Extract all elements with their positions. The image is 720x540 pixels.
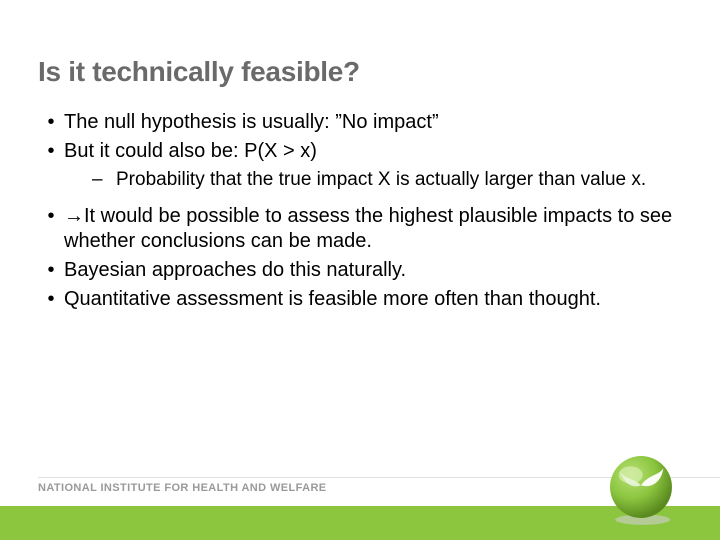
bullet-marker: •: [38, 258, 64, 283]
bullet-text: Bayesian approaches do this naturally.: [64, 258, 688, 283]
bullet-item: • But it could also be: P(X > x): [38, 139, 688, 164]
globe-icon: [598, 444, 684, 530]
slide: Is it technically feasible? • The null h…: [0, 0, 720, 540]
bullet-marker: •: [38, 110, 64, 135]
sub-bullet-marker: –: [92, 168, 116, 192]
footer-org-name: NATIONAL INSTITUTE FOR HEALTH AND WELFAR…: [38, 482, 327, 494]
bullet-text-inner: It would be possible to assess the highe…: [64, 205, 672, 252]
bullet-text: The null hypothesis is usually: ”No impa…: [64, 110, 688, 135]
slide-body: • The null hypothesis is usually: ”No im…: [38, 110, 688, 316]
bullet-marker: •: [38, 287, 64, 312]
arrow-icon: →: [64, 205, 84, 227]
slide-title: Is it technically feasible?: [38, 56, 360, 88]
bullet-text: Quantitative assessment is feasible more…: [64, 287, 688, 312]
bullet-text: →It would be possible to assess the high…: [64, 204, 688, 254]
bullet-item: • →It would be possible to assess the hi…: [38, 204, 688, 254]
bullet-item: • Quantitative assessment is feasible mo…: [38, 287, 688, 312]
bullet-marker: •: [38, 139, 64, 164]
sub-bullet-item: – Probability that the true impact X is …: [92, 168, 688, 192]
bullet-marker: •: [38, 204, 64, 254]
bullet-text: But it could also be: P(X > x): [64, 139, 688, 164]
bullet-item: • Bayesian approaches do this naturally.: [38, 258, 688, 283]
bullet-item: • The null hypothesis is usually: ”No im…: [38, 110, 688, 135]
sub-bullet-text: Probability that the true impact X is ac…: [116, 168, 688, 192]
